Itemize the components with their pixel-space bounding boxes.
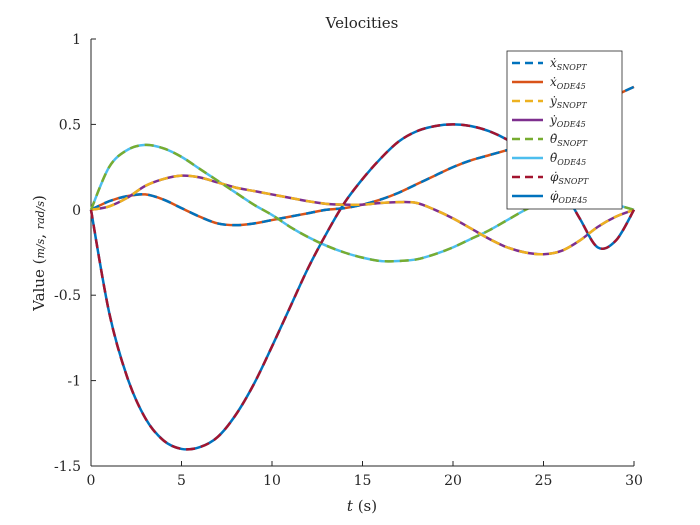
- y-tick-label: -1.5: [54, 459, 81, 475]
- legend-entry-subscript: SNOPT: [557, 63, 587, 72]
- y-tick-label: 1: [72, 32, 81, 48]
- x-tick-label: 15: [354, 473, 372, 489]
- legend-entry-subscript: ODE45: [557, 120, 586, 129]
- x-tick-label: 0: [87, 473, 96, 489]
- legend-entry-subscript: SNOPT: [557, 101, 587, 110]
- legend-entry-subscript: ODE45: [557, 158, 586, 167]
- legend: ẋSNOPTẋODE45ẏSNOPTẏODE45θ̇SNOPTθ̇ODE45φ̇…: [506, 50, 623, 210]
- x-axis-ticks: 0 5 10 15 20 25 30: [87, 461, 643, 489]
- y-axis-label: Value (m/s, rad/s): [30, 195, 48, 312]
- series-line-2: [90, 174, 635, 256]
- x-tick-label: 5: [177, 473, 186, 489]
- chart-title: Velocities: [325, 14, 399, 32]
- x-tick-label: 10: [263, 473, 281, 489]
- series-line-0: [90, 85, 635, 227]
- svg-text:Value (m/s, rad/s): Value (m/s, rad/s): [30, 195, 48, 312]
- legend-entry-subscript: ODE45: [557, 82, 586, 91]
- y-axis-ticks: 1 0.5 0 -0.5 -1 -1.5: [54, 32, 96, 475]
- y-tick-label: 0: [72, 203, 81, 219]
- legend-box: [506, 50, 623, 210]
- y-tick-label: 0.5: [59, 117, 81, 133]
- x-axis-label: t (s): [347, 497, 377, 515]
- y-tick-label: -0.5: [54, 288, 81, 304]
- x-tick-label: 20: [444, 473, 462, 489]
- legend-entry-subscript: ODE45: [558, 196, 587, 205]
- x-tick-label: 30: [625, 473, 643, 489]
- legend-entry-subscript: SNOPT: [558, 177, 588, 186]
- x-tick-label: 25: [535, 473, 553, 489]
- y-tick-label: -1: [67, 374, 81, 390]
- legend-entry-subscript: SNOPT: [557, 139, 587, 148]
